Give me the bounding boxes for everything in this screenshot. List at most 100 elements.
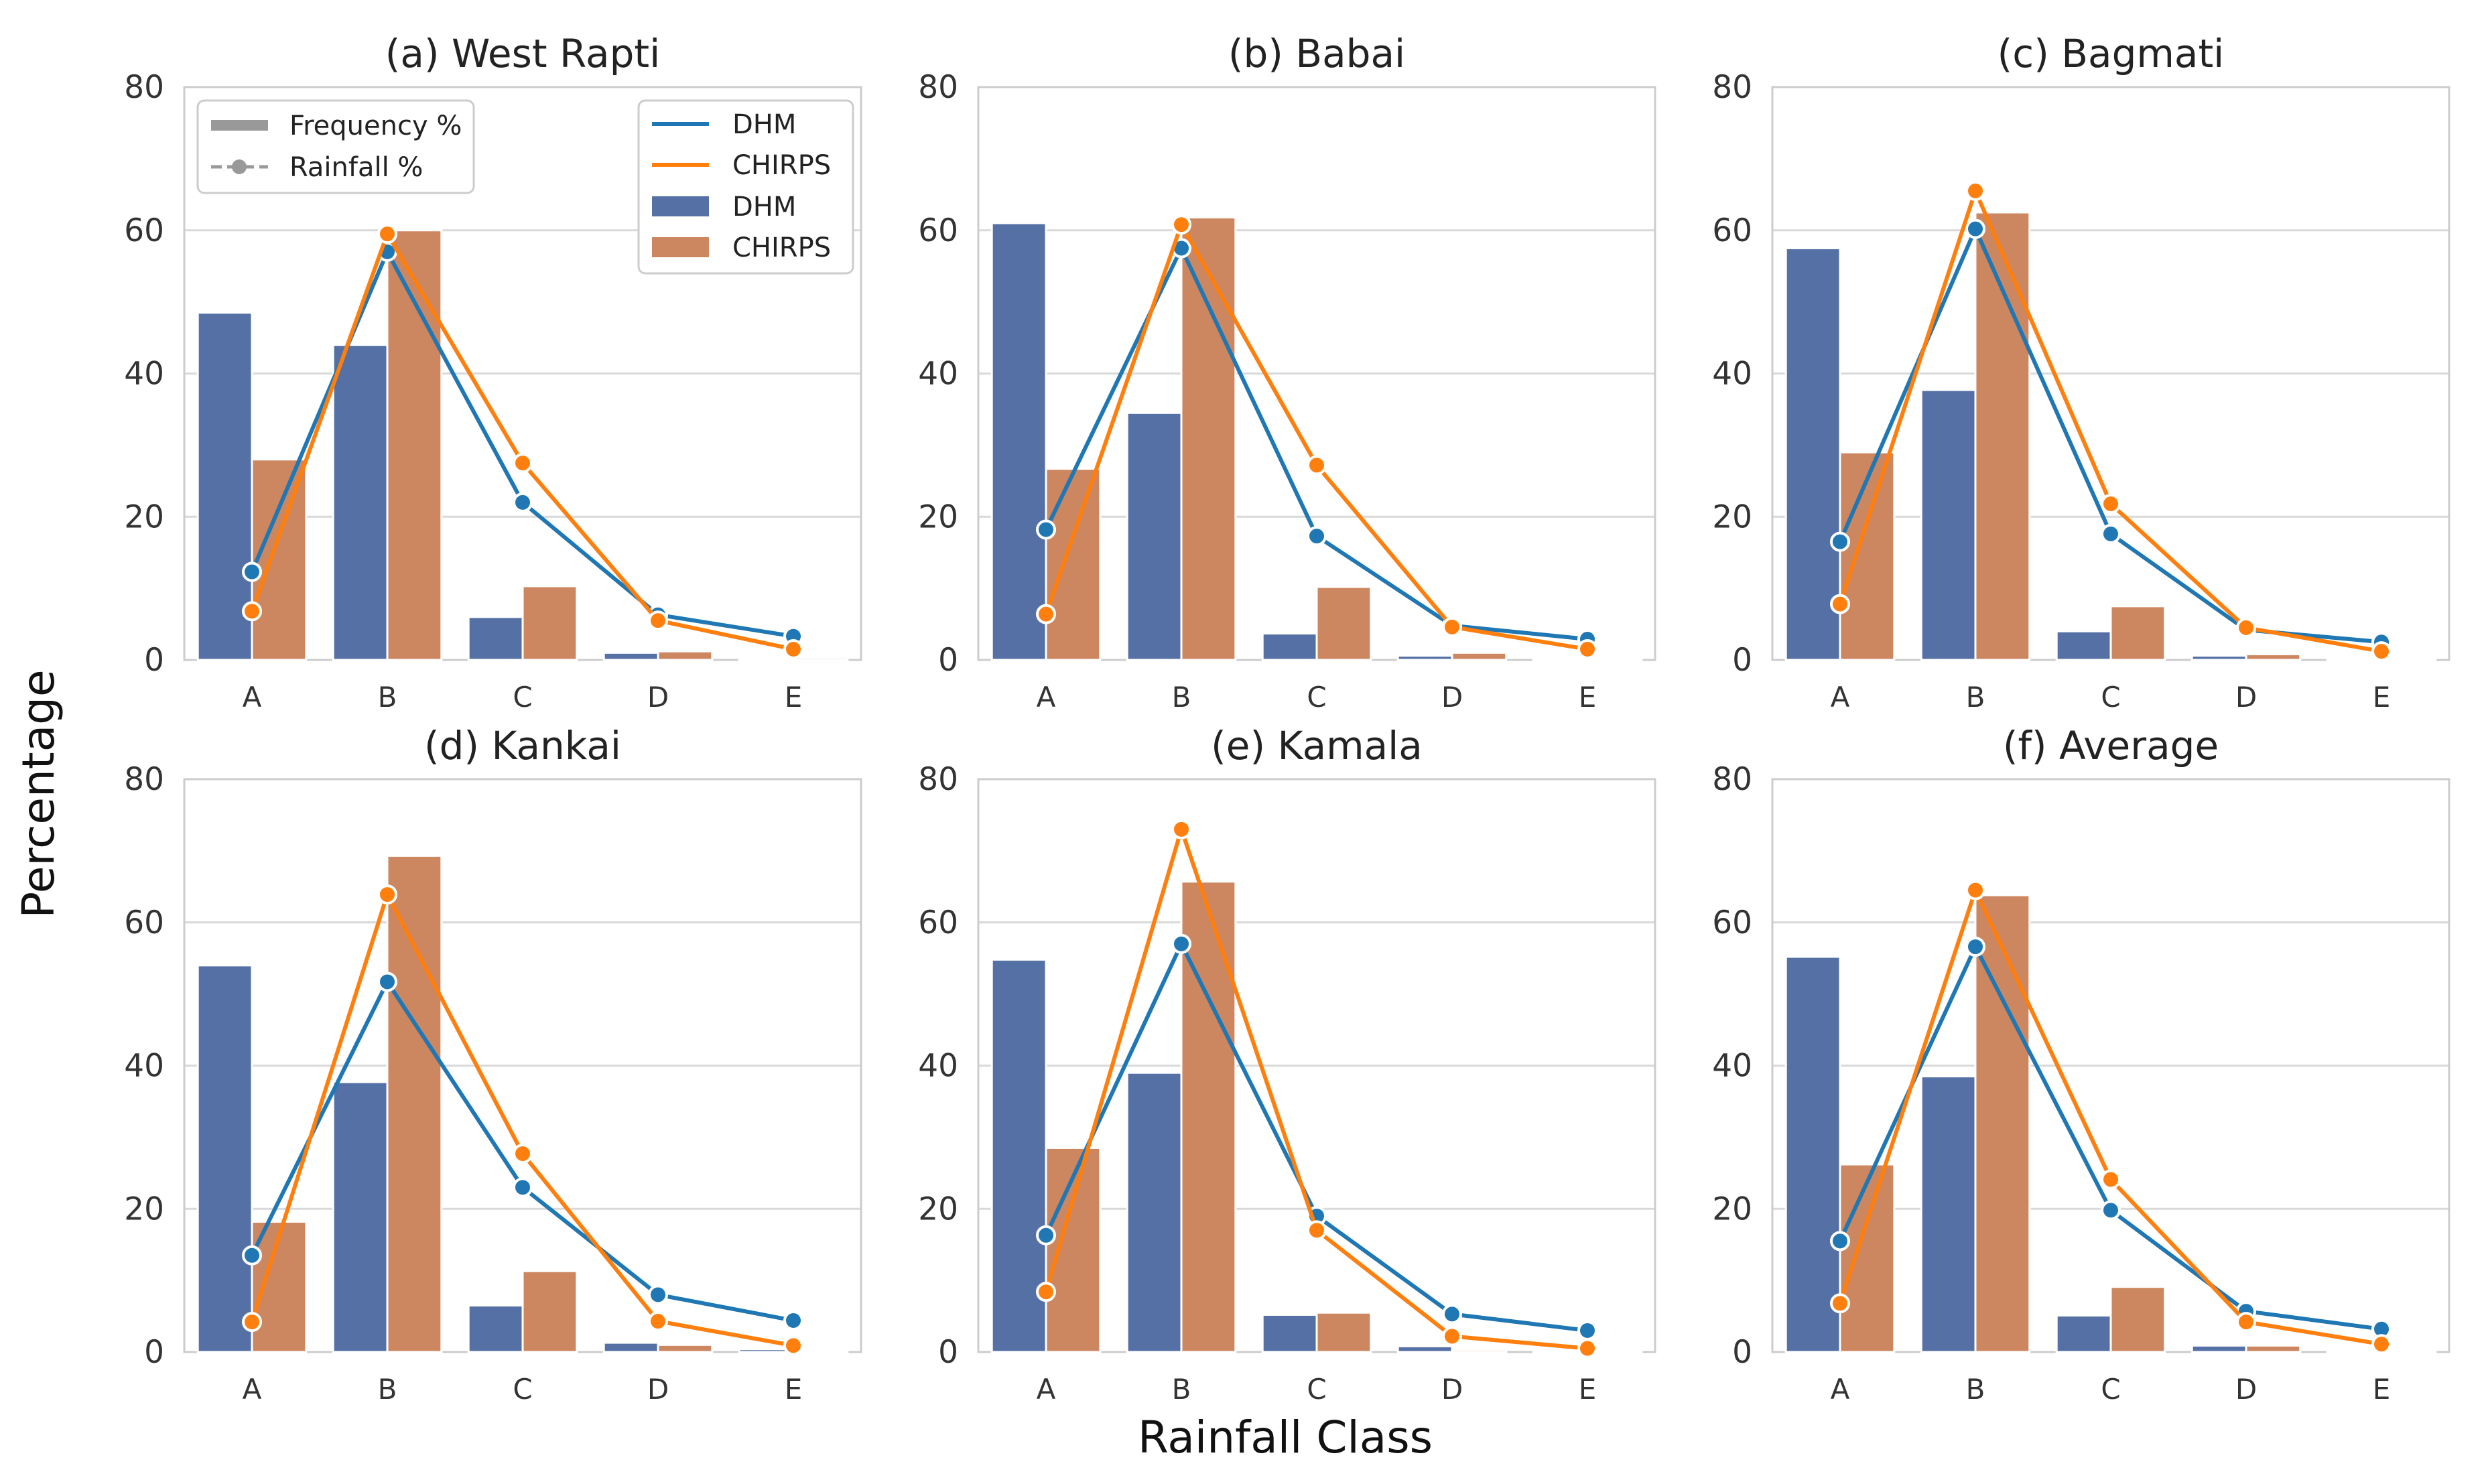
x-tick-label: C: [1307, 681, 1326, 714]
bar-chirps-B: [386, 229, 443, 661]
point-chirps-A: [1830, 1293, 1850, 1314]
bar-chirps-A: [1839, 1163, 1896, 1353]
point-dhm-A: [242, 1245, 262, 1266]
point-chirps-B: [377, 224, 397, 245]
x-tick-label: A: [1037, 681, 1056, 714]
bar-dhm-C: [467, 1304, 524, 1353]
bar-chirps-C: [521, 1270, 578, 1353]
bar-chirps-B: [386, 854, 443, 1353]
legend-bar-chirps-swatch: [652, 237, 709, 257]
legend-series-box: [637, 99, 854, 275]
x-tick-label: D: [1441, 1373, 1463, 1406]
x-tick-label: C: [2101, 1373, 2120, 1406]
bar-chirps-D: [657, 650, 714, 661]
x-tick-label: B: [378, 681, 397, 714]
x-tick-label: E: [785, 681, 803, 714]
y-tick-label: 40: [124, 1048, 164, 1085]
x-tick-label: D: [1441, 681, 1463, 714]
point-chirps-C: [513, 453, 533, 474]
x-tick-label: D: [647, 1373, 669, 1406]
point-chirps-D: [648, 1311, 668, 1332]
x-tick-label: C: [2101, 681, 2120, 714]
y-tick-label: 80: [1712, 69, 1752, 106]
x-tick-label: B: [378, 1373, 397, 1406]
bar-chirps-A: [1045, 468, 1102, 661]
y-axis-label: Percentage: [13, 669, 64, 918]
bar-dhm-B: [1126, 1071, 1183, 1353]
x-tick-label: A: [1831, 681, 1850, 714]
x-tick-label: E: [785, 1373, 803, 1406]
bar-dhm-A: [990, 958, 1047, 1353]
bar-dhm-B: [1126, 411, 1183, 661]
point-dhm-C: [2101, 523, 2121, 544]
point-chirps-D: [1442, 616, 1462, 637]
bar-dhm-C: [467, 616, 524, 661]
point-dhm-A: [1830, 531, 1850, 552]
bar-chirps-C: [521, 585, 578, 661]
bar-chirps-D: [1451, 1349, 1508, 1353]
point-chirps-B: [1965, 880, 1985, 900]
chart-panel-3: 0 20 40 60 80 (c) Bagmati A B C D E: [1712, 31, 2450, 714]
x-tick-label: C: [513, 681, 532, 714]
point-chirps-C: [513, 1143, 533, 1164]
point-chirps-E: [783, 1335, 803, 1356]
x-tick-label: B: [1172, 681, 1191, 714]
y-tick-label: 0: [144, 642, 164, 679]
bar-dhm-E: [2326, 658, 2383, 661]
bar-dhm-B: [332, 1081, 389, 1353]
x-tick-label: D: [2235, 1373, 2257, 1406]
bar-dhm-C: [2055, 630, 2112, 661]
bar-dhm-D: [1396, 655, 1453, 661]
bar-dhm-E: [2326, 1349, 2383, 1353]
point-chirps-A: [1036, 1282, 1056, 1302]
bar-chirps-A: [251, 458, 308, 661]
bar-dhm-A: [196, 312, 253, 661]
panel-title: (d) Kankai: [424, 723, 621, 768]
y-tick-label: 60: [918, 904, 958, 941]
y-tick-label: 40: [1712, 1048, 1752, 1085]
bar-chirps-D: [2245, 1344, 2302, 1353]
x-tick-label: C: [1307, 1373, 1326, 1406]
point-chirps-A: [242, 1312, 262, 1333]
y-tick-label: 60: [124, 212, 164, 249]
y-tick-label: 20: [1712, 1191, 1752, 1227]
bar-dhm-B: [1920, 1075, 1977, 1353]
chart-panel-2: 0 20 40 60 80 (b) Babai A B C D E: [918, 31, 1656, 714]
point-dhm-C: [2101, 1200, 2121, 1221]
point-dhm-B: [1965, 937, 1985, 957]
bar-chirps-E: [1586, 657, 1643, 661]
y-tick-label: 60: [124, 904, 164, 941]
y-tick-label: 80: [124, 69, 164, 106]
bar-dhm-A: [196, 964, 253, 1353]
point-dhm-E: [783, 1310, 803, 1331]
y-tick-label: 0: [938, 642, 958, 679]
point-dhm-B: [1171, 933, 1191, 954]
chart-panel-5: 0 20 40 60 80 (e) Kamala A B C D E: [918, 723, 1656, 1406]
x-tick-label: C: [513, 1373, 532, 1406]
bar-chirps-B: [1974, 894, 2031, 1353]
legend-series: DHM CHIRPS DHM CHIRPS: [637, 99, 854, 275]
legend-rainfall-label: Rainfall %: [289, 152, 423, 183]
panel-title: (e) Kamala: [1211, 723, 1423, 768]
panels: 0 20 40 60 80 (a) West Rapti A B C D E Frequency % R…: [124, 31, 2450, 1406]
y-tick-label: 60: [1712, 904, 1752, 941]
chart-panel-4: 0 20 40 60 80 (d) Kankai A B C D E: [124, 723, 862, 1406]
point-chirps-E: [2371, 641, 2392, 662]
y-tick-label: 40: [918, 356, 958, 393]
x-axis-label: Rainfall Class: [1138, 1412, 1433, 1463]
bar-dhm-D: [1396, 1345, 1453, 1353]
y-tick-label: 0: [938, 1334, 958, 1371]
point-dhm-A: [242, 561, 262, 582]
bar-dhm-D: [2190, 1344, 2247, 1353]
bar-dhm-D: [2190, 655, 2247, 661]
y-tick-label: 60: [1712, 212, 1752, 249]
panel-title: (f) Average: [2003, 723, 2219, 768]
x-tick-label: E: [2373, 681, 2391, 714]
bar-chirps-B: [1180, 216, 1237, 661]
point-chirps-A: [1830, 594, 1850, 614]
bar-chirps-A: [1045, 1146, 1102, 1353]
y-tick-label: 20: [918, 498, 958, 535]
y-tick-label: 0: [1732, 1334, 1752, 1371]
panel-title: (c) Bagmati: [1998, 31, 2225, 76]
y-tick-label: 40: [918, 1048, 958, 1085]
